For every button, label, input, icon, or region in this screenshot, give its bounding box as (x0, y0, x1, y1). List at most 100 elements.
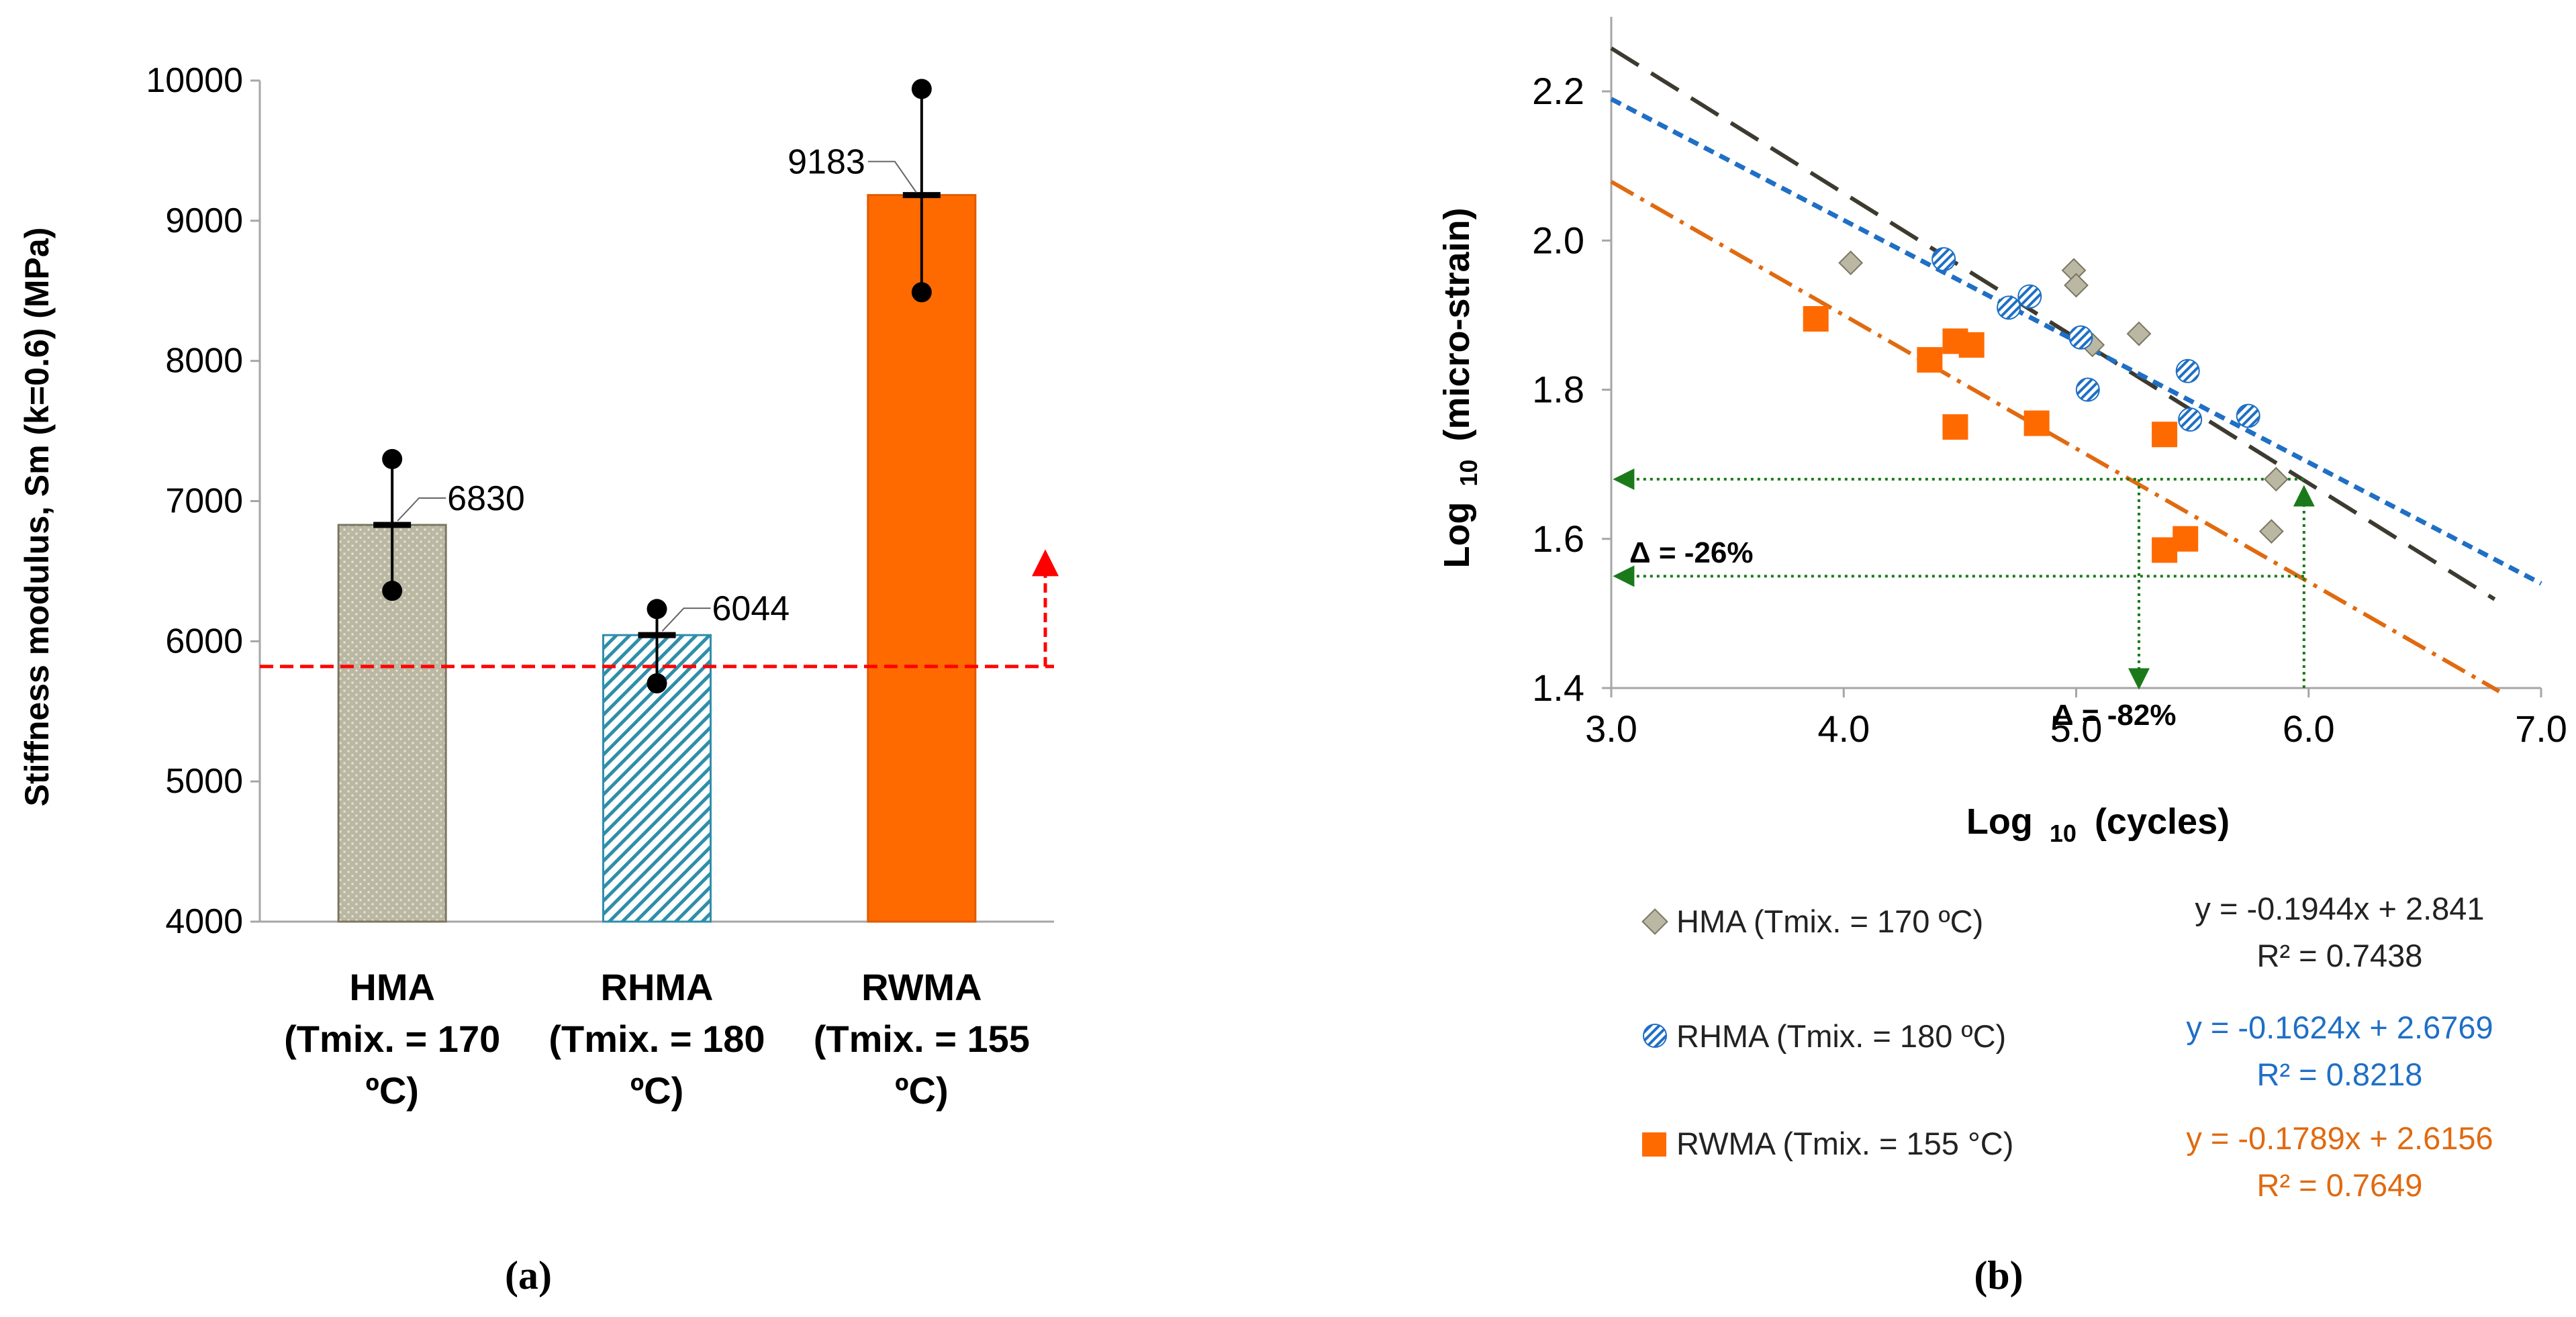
legend-rhma-equation: y = -0.1624x + 2.6769 (2186, 1010, 2493, 1045)
scatter-y-tick-label: 2.2 (1532, 70, 1584, 112)
category-label-rhma: RHMA (601, 966, 714, 1008)
legend-item-rhma: RHMA (Tmix. = 180 ºC) y = -0.1624x + 2.6… (1643, 1010, 2493, 1092)
legend-rwma-r2: R² = 0.7649 (2257, 1167, 2423, 1203)
stiffness-bar-chart: 4000 5000 6000 7000 8000 9000 10000 6830 6044 91… (18, 61, 1059, 1298)
error-bar-high-point (911, 79, 932, 99)
scatter-points (1803, 247, 2289, 563)
value-label-rhma: 6044 (712, 589, 790, 628)
point-rwma (1803, 306, 1829, 332)
scatter-x-tick-label: 3.0 (1585, 708, 1637, 750)
x-axis-title-rest: (cycles) (2095, 801, 2230, 842)
bar-rwma (867, 194, 977, 923)
point-rhma (2017, 284, 2042, 309)
delta-82-annotation: Δ = -82% (2052, 699, 2177, 732)
bar-chart-bars (337, 194, 977, 923)
point-hma (1838, 250, 1864, 276)
legend-hma-equation: y = -0.1944x + 2.841 (2195, 891, 2484, 926)
point-hma (2126, 321, 2152, 346)
scatter-axes: 3.0 4.0 5.0 6.0 7.0 1.4 1.6 1.8 2.0 2.2 (1532, 17, 2567, 750)
point-rhma (1931, 247, 1956, 272)
bar-y-tick-label: 9000 (165, 201, 243, 240)
point-rhma (2068, 325, 2093, 350)
bar-chart-category-labels: HMA (Tmix. = 170 ºC) RHMA (Tmix. = 180 ºC) RWM… (284, 966, 1030, 1112)
reference-line-group (260, 549, 1059, 669)
bar-y-tick-label: 8000 (165, 342, 243, 381)
y-axis-title-subscript: 10 (1455, 460, 1482, 487)
bar-chart-error-bars (373, 79, 941, 693)
category-label-rwma: ºC) (895, 1069, 949, 1112)
scatter-guide-lines (1613, 468, 2315, 690)
category-label-hma: ºC) (365, 1069, 419, 1112)
point-rhma (2178, 407, 2203, 432)
trendline-rwma (1610, 180, 2501, 693)
scatter-y-tick-label: 2.0 (1532, 219, 1584, 261)
scatter-y-tick-label: 1.8 (1532, 369, 1584, 411)
point-hma (2064, 273, 2089, 298)
bar-y-tick-label: 10000 (146, 61, 243, 100)
error-bar-high-point (382, 448, 403, 469)
point-rhma (1997, 295, 2021, 320)
point-rwma (2173, 526, 2199, 552)
bar-y-tick-label: 7000 (165, 482, 243, 521)
bar-y-tick-label: 4000 (165, 902, 243, 941)
value-label-leader (661, 607, 711, 632)
scatter-x-tick-label: 6.0 (2283, 708, 2335, 750)
bar-y-tick-label: 5000 (165, 762, 243, 801)
legend-rhma-r2: R² = 0.8218 (2257, 1057, 2423, 1092)
bar-chart-y-axis-title: Stiffness modulus, Sm (k=0.6) (MPa) (18, 228, 56, 807)
point-rwma (1958, 332, 1985, 358)
legend-rhma-label: RHMA (Tmix. = 180 ºC) (1676, 1018, 2006, 1054)
legend-rwma-marker (1642, 1132, 1666, 1157)
delta-26-annotation: Δ = -26% (1629, 536, 1754, 569)
bar-y-tick-label: 6000 (165, 622, 243, 661)
point-rhma (2236, 403, 2260, 428)
point-hma (2061, 258, 2087, 283)
error-bar-low-point (911, 282, 932, 303)
category-label-rhma: (Tmix. = 180 (548, 1018, 765, 1060)
scatter-x-axis-title: Log 10 (cycles) (1966, 801, 2230, 850)
scatter-y-tick-label: 1.4 (1532, 667, 1584, 709)
point-rwma (1917, 347, 1943, 373)
panel-b-label: (b) (1974, 1253, 2023, 1298)
point-rwma (1942, 414, 1968, 440)
fatigue-scatter-chart: 3.0 4.0 5.0 6.0 7.01.41.61.82.02.2 Δ = -26% … (1437, 17, 2567, 1298)
legend-hma-marker (1641, 908, 1668, 935)
category-label-hma: (Tmix. = 170 (284, 1018, 500, 1060)
scatter-y-tick-label: 1.6 (1532, 518, 1584, 560)
y-axis-title-main: Log (1437, 502, 1477, 569)
category-label-rwma: RWMA (861, 966, 982, 1008)
point-rhma (2075, 377, 2100, 402)
category-label-hma: HMA (349, 966, 435, 1008)
legend-item-hma: HMA (Tmix. = 170 ºC) y = -0.1944x + 2.84… (1641, 891, 2485, 973)
legend-rhma-marker (1643, 1024, 1667, 1048)
scatter-x-tick-label: 5.0 (2050, 708, 2103, 750)
bar-chart-value-labels: 6830 6044 9183 (397, 143, 917, 632)
scatter-x-tick-label: 4.0 (1817, 708, 1870, 750)
scatter-legend: HMA (Tmix. = 170 ºC) y = -0.1944x + 2.84… (1641, 891, 2493, 1203)
panel-a-label: (a) (505, 1253, 552, 1298)
value-label-leader (867, 160, 917, 193)
point-rwma (2023, 410, 2050, 436)
scatter-trendlines (1610, 46, 2542, 693)
point-rhma (2175, 358, 2200, 383)
legend-rwma-equation: y = -0.1789x + 2.6156 (2186, 1120, 2493, 1156)
point-rwma (2152, 422, 2178, 448)
scatter-y-axis-title: Log 10 (micro-strain) (1437, 207, 1485, 568)
point-hma (2263, 467, 2289, 492)
legend-hma-r2: R² = 0.7438 (2257, 938, 2423, 973)
scatter-x-tick-label: 7.0 (2515, 708, 2567, 750)
value-label-leader (397, 497, 446, 522)
value-label-rwma: 9183 (788, 143, 865, 182)
legend-rwma-label: RWMA (Tmix. = 155 °C) (1676, 1126, 2013, 1161)
x-axis-title-subscript: 10 (2050, 820, 2077, 847)
trendline-hma (1610, 46, 2496, 601)
error-bar-high-point (647, 599, 667, 620)
error-bar-low-point (647, 673, 667, 693)
category-label-rwma: (Tmix. = 155 (814, 1018, 1030, 1060)
point-hma (2258, 519, 2284, 544)
bar-chart-y-axis: 4000 5000 6000 7000 8000 9000 10000 (146, 61, 1054, 941)
value-label-hma: 6830 (447, 479, 525, 518)
legend-hma-label: HMA (Tmix. = 170 ºC) (1676, 904, 1983, 939)
error-bar-low-point (382, 581, 403, 601)
